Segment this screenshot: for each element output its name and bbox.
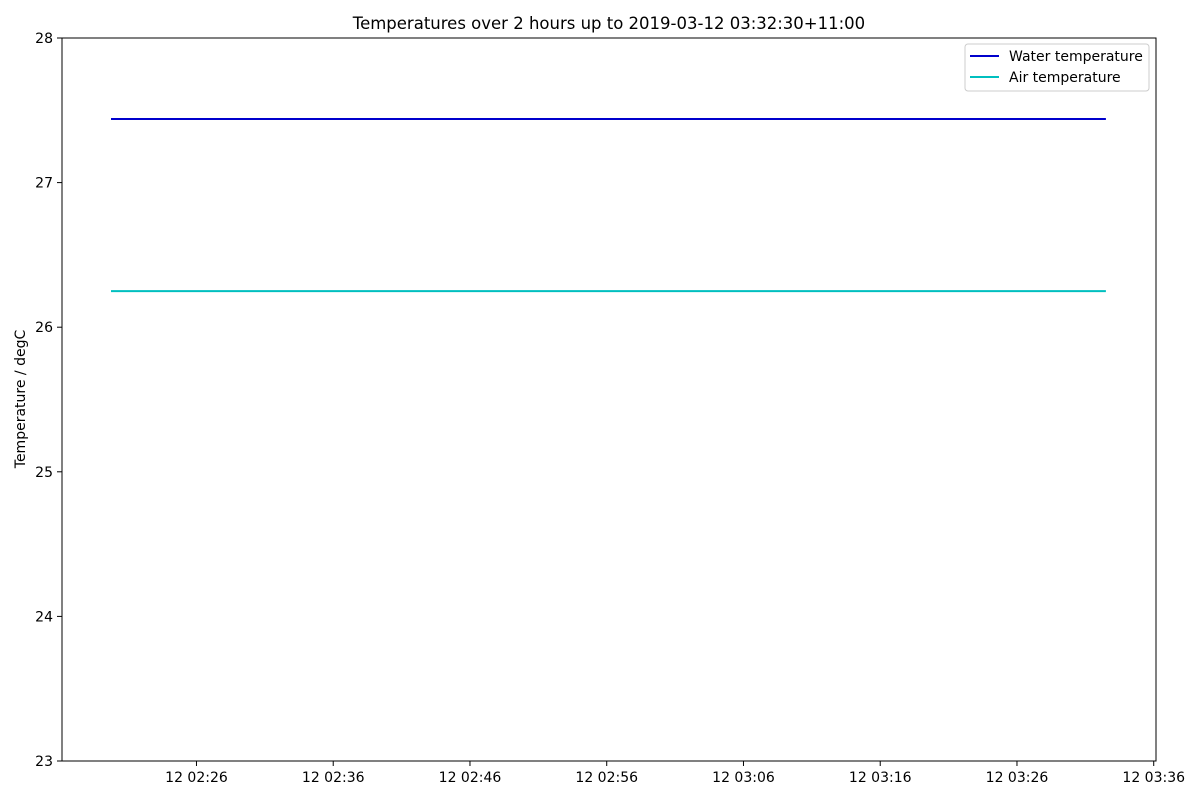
x-tick-label: 12 03:26 [986,770,1049,786]
series-layer [111,118,1106,293]
y-tick-label: 26 [35,320,53,336]
x-tick-label: 12 03:06 [712,770,775,786]
x-tick-label: 12 03:36 [1122,770,1185,786]
legend: Water temperature Air temperature [964,43,1150,92]
legend-label-2: Air temperature [1009,70,1121,86]
y-tick-label: 25 [35,465,53,481]
x-tick-label: 12 02:46 [439,770,502,786]
chart-title: Temperatures over 2 hours up to 2019-03-… [352,14,865,33]
y-tick-label: 27 [35,176,53,192]
axes-layer: 23 24 25 26 27 28 12 02:26 12 02:36 12 02:46 12 0… [35,31,1185,786]
x-tick-label: 12 03:16 [849,770,912,786]
axes-frame [61,37,1157,762]
x-tick-label: 12 02:26 [165,770,228,786]
legend-box [964,43,1150,92]
y-axis-label: Temperature / degC [13,330,29,470]
x-tick-label: 12 02:36 [302,770,365,786]
y-tick-label: 28 [35,31,53,47]
x-tick-label: 12 02:56 [575,770,638,786]
y-tick-label: 24 [35,609,53,625]
legend-label-1: Water temperature [1009,49,1143,65]
y-tick-label: 23 [35,754,53,770]
